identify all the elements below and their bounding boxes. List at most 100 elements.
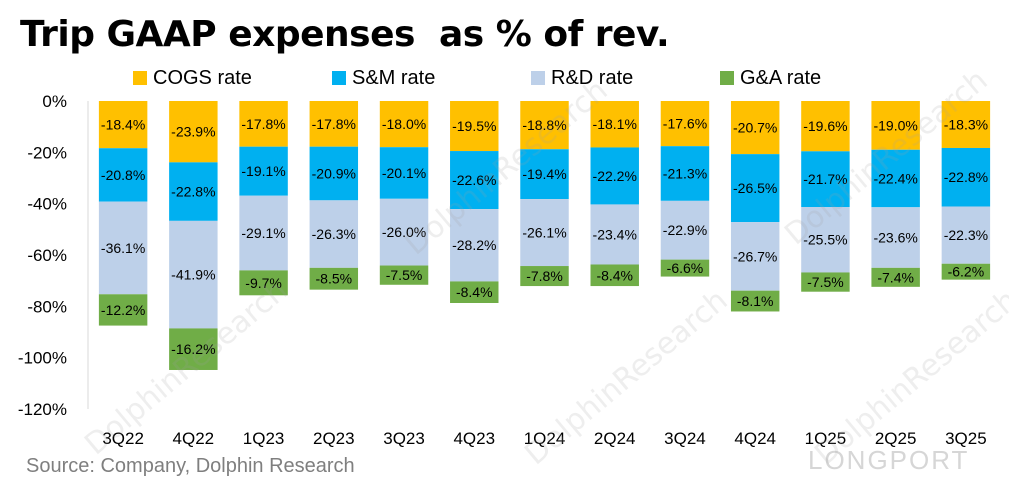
- data-label: -20.1%: [382, 165, 426, 181]
- bar-segment-2: [98, 148, 148, 202]
- y-tick-label: -80%: [27, 297, 67, 316]
- x-tick-label: 2Q24: [594, 429, 636, 448]
- x-tick-label: 3Q24: [664, 429, 706, 448]
- source-note: Source: Company, Dolphin Research: [26, 455, 355, 477]
- data-label: -26.3%: [312, 226, 356, 242]
- x-tick-label: 2Q25: [875, 429, 917, 448]
- data-label: -20.8%: [101, 167, 145, 183]
- x-tick-label: 3Q25: [945, 429, 987, 448]
- bar-segment-2: [660, 146, 710, 201]
- data-label: -25.5%: [803, 232, 847, 248]
- bar-segment-4: [450, 281, 499, 303]
- bar-segment-4: [730, 290, 780, 312]
- data-label: -20.9%: [312, 166, 356, 182]
- bar-segment-3: [239, 195, 288, 271]
- legend-item-ga: G&A rate: [720, 64, 821, 92]
- data-label: -22.8%: [944, 169, 988, 185]
- data-label: -28.2%: [452, 237, 496, 253]
- bar-segment-4: [941, 263, 991, 280]
- bar-segment-2: [450, 151, 499, 210]
- legend-item-cogs: COGS rate: [133, 64, 252, 92]
- bar-segment-1: [98, 101, 148, 149]
- bar-segment-1: [450, 101, 499, 152]
- y-tick-label: 0%: [42, 92, 67, 111]
- data-label: -23.4%: [593, 226, 637, 242]
- bar-segment-3: [379, 198, 429, 266]
- data-label: -21.7%: [803, 171, 847, 187]
- bar-segment-2: [941, 147, 991, 207]
- data-label: -7.5%: [807, 274, 844, 290]
- data-label: -6.6%: [667, 260, 704, 276]
- bar-segment-4: [871, 267, 920, 287]
- y-tick-label: -20%: [27, 143, 67, 162]
- data-label: -22.2%: [593, 168, 637, 184]
- bar-segment-2: [239, 146, 288, 196]
- data-label: -17.8%: [312, 116, 356, 132]
- data-label: -22.3%: [944, 227, 988, 243]
- bar-segment-1: [520, 101, 569, 150]
- bar-segment-2: [590, 147, 639, 205]
- x-tick-label: 4Q24: [734, 429, 776, 448]
- y-tick-label: -40%: [27, 195, 67, 214]
- data-label: -29.1%: [241, 225, 285, 241]
- data-label: -19.6%: [803, 118, 847, 134]
- data-label: -19.0%: [873, 117, 917, 133]
- bar-segment-3: [660, 200, 710, 260]
- bar-segment-4: [98, 294, 148, 326]
- legend-item-rd: R&D rate: [531, 64, 633, 92]
- bar-segment-4: [590, 264, 639, 287]
- data-label: -12.2%: [101, 302, 145, 318]
- data-label: -9.7%: [245, 275, 282, 291]
- chart-title: Trip GAAP expenses as % of rev.: [20, 14, 670, 55]
- bar-segment-3: [730, 222, 780, 291]
- data-label: -7.5%: [386, 267, 423, 283]
- y-tick-label: -120%: [18, 400, 67, 419]
- data-label: -18.4%: [101, 117, 145, 133]
- data-label: -17.8%: [241, 116, 285, 132]
- data-label: -18.8%: [522, 117, 566, 133]
- data-label: -19.4%: [522, 166, 566, 182]
- data-label: -22.4%: [873, 171, 917, 187]
- bar-segment-1: [169, 101, 218, 163]
- data-label: -22.8%: [171, 184, 215, 200]
- bar-segment-1: [941, 101, 991, 148]
- bar-segment-2: [730, 154, 780, 223]
- data-label: -16.2%: [171, 341, 215, 357]
- x-tick-label: 3Q23: [383, 429, 425, 448]
- data-label: -23.9%: [171, 124, 215, 140]
- data-label: -17.6%: [663, 116, 707, 132]
- bar-segment-3: [871, 207, 920, 268]
- bar-segment-4: [379, 265, 429, 285]
- bar-segment-1: [801, 101, 850, 152]
- bar-segment-3: [309, 200, 359, 268]
- data-label: -19.5%: [452, 118, 496, 134]
- bar-segment-2: [379, 147, 429, 199]
- bar-segment-3: [169, 220, 218, 329]
- bar-segment-4: [309, 267, 359, 290]
- brand-logo-text: LONGPORT: [808, 445, 970, 475]
- bar-segment-1: [239, 101, 288, 147]
- bar-segment-4: [239, 270, 288, 296]
- bar-segment-4: [520, 266, 569, 287]
- data-label: -22.9%: [663, 222, 707, 238]
- x-tick-label: 4Q22: [173, 429, 215, 448]
- data-label: -8.5%: [316, 271, 353, 287]
- data-label: -26.5%: [733, 180, 777, 196]
- chart-legend: COGS rate S&M rate R&D rate G&A rate: [0, 64, 1009, 92]
- bar-segment-1: [309, 101, 359, 147]
- data-label: -23.6%: [873, 230, 917, 246]
- x-tick-label: 1Q25: [805, 429, 847, 448]
- data-label: -18.1%: [593, 116, 637, 132]
- legend-swatch-ga: [720, 71, 734, 85]
- x-tick-label: 2Q23: [313, 429, 355, 448]
- bar-segment-3: [450, 209, 499, 282]
- bar-segment-2: [169, 162, 218, 221]
- legend-label-rd: R&D rate: [551, 66, 634, 89]
- legend-label-ga: G&A rate: [740, 66, 822, 89]
- bar-segment-4: [801, 272, 850, 292]
- legend-swatch-sm: [332, 71, 346, 85]
- legend-swatch-cogs: [133, 71, 147, 85]
- data-label: -8.1%: [737, 293, 774, 309]
- y-tick-label: -100%: [18, 349, 67, 368]
